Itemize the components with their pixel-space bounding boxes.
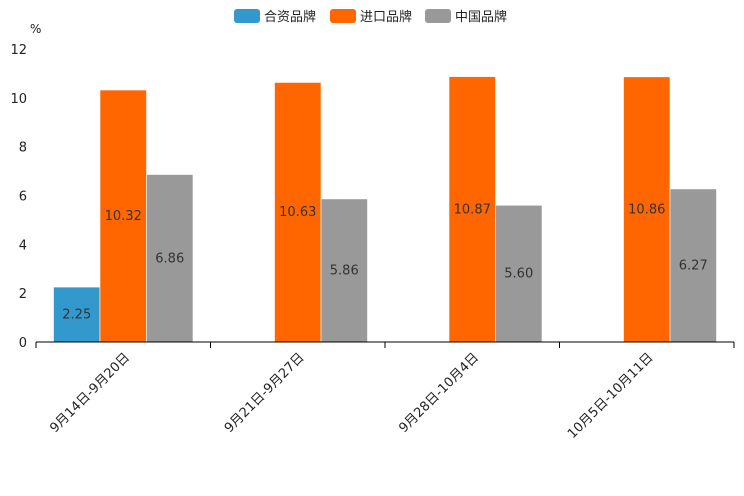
legend-label-3[interactable]: 中国品牌	[455, 9, 507, 25]
y-tick-label-2: 2	[19, 287, 27, 302]
data-label-2-3: 10.87	[454, 202, 491, 217]
data-label-2-4: 10.86	[628, 202, 665, 217]
data-label-2-1: 10.32	[105, 209, 142, 224]
data-label-3-3: 5.60	[504, 267, 533, 282]
y-tick-label-10: 10	[10, 92, 27, 107]
y-tick-label-12: 12	[10, 43, 27, 58]
bar-3-2[interactable]	[320, 198, 368, 343]
category-label-1: 9月14日-9月20日	[47, 350, 133, 436]
legend-label-1[interactable]: 合资品牌	[264, 9, 316, 25]
y-tick-label-0: 0	[19, 336, 27, 351]
bar-2-3[interactable]	[448, 76, 496, 343]
y-tick-label-4: 4	[19, 238, 27, 253]
category-label-3: 9月28日-10月4日	[396, 350, 482, 436]
bar-2-2[interactable]	[274, 82, 322, 343]
data-label-3-4: 6.27	[679, 258, 708, 273]
bar-2-1[interactable]	[99, 89, 147, 343]
data-label-3-2: 5.86	[330, 263, 359, 278]
bars: 2.25 10.32 6.86 10.63 5.86 10.87 5.60 10.86 6.27	[53, 76, 717, 343]
x-axis: 9月14日-9月20日 9月21日-9月27日 9月28日-10月4日 10月5日-1…	[35, 341, 735, 442]
legend-swatch-1[interactable]	[234, 9, 260, 23]
data-label-3-1: 6.86	[155, 251, 184, 266]
bar-2-4[interactable]	[623, 76, 671, 343]
legend-swatch-3[interactable]	[425, 9, 451, 23]
bar-1-1[interactable]	[53, 286, 101, 343]
data-label-1-1: 2.25	[62, 308, 91, 323]
y-tick-label-6: 6	[19, 190, 27, 205]
legend-swatch-2[interactable]	[330, 9, 356, 23]
y-axis: 0 2 4 6 8 10 12	[10, 43, 27, 351]
bar-3-1[interactable]	[146, 174, 194, 343]
legend: 合资品牌 进口品牌 中国品牌	[234, 9, 507, 25]
y-tick-label-8: 8	[19, 141, 27, 156]
category-label-2: 9月21日-9月27日	[222, 350, 308, 436]
category-label-4: 10月5日-10月11日	[565, 350, 657, 442]
data-label-2-2: 10.63	[279, 205, 316, 220]
legend-label-2[interactable]: 进口品牌	[360, 9, 412, 25]
y-axis-unit-label: %	[30, 22, 41, 36]
